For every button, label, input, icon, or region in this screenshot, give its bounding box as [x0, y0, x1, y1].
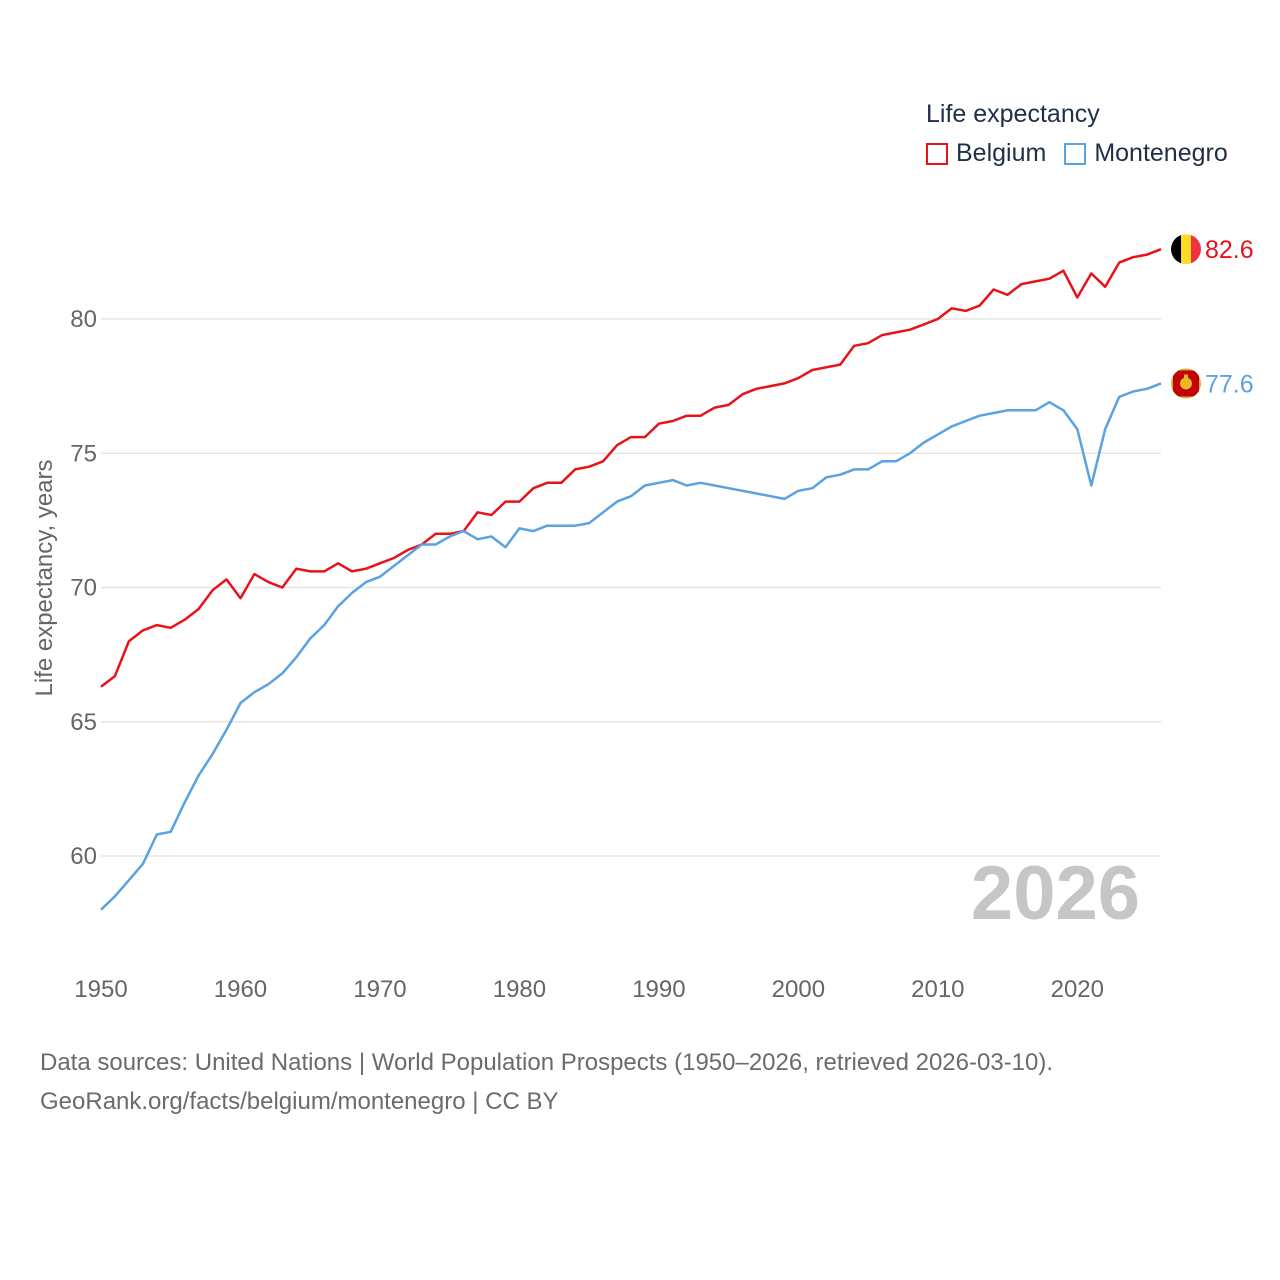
end-value-montenegro: 77.6 — [1205, 370, 1254, 398]
x-tick-label: 1990 — [632, 976, 685, 1003]
y-tick-label: 75 — [70, 440, 97, 467]
y-axis-label: Life expectancy, years — [31, 459, 58, 696]
legend-item-belgium[interactable]: Belgium — [926, 139, 1046, 168]
year-watermark: 2026 — [971, 851, 1140, 936]
y-tick-label: 65 — [70, 709, 97, 736]
legend-title: Life expectancy — [926, 100, 1100, 128]
sources-line-2[interactable]: GeoRank.org/facts/belgium/montenegro | C… — [40, 1088, 559, 1115]
y-tick-label: 80 — [70, 306, 97, 333]
legend-items: Belgium Montenegro — [926, 139, 1246, 168]
series-line-montenegro[interactable] — [100, 382, 1162, 911]
legend-swatch-belgium — [926, 142, 948, 165]
x-axis-ticks: 1950 1960 1970 1980 1990 2000 2010 2020 — [74, 976, 1104, 1003]
x-tick-label: 1980 — [493, 976, 546, 1003]
legend: Life expectancy Belgium Montenegro — [926, 100, 1246, 168]
grid-lines — [101, 318, 1161, 857]
x-tick-label: 1970 — [353, 976, 406, 1003]
end-value-belgium: 82.6 — [1205, 236, 1254, 264]
x-tick-label: 2020 — [1051, 976, 1104, 1003]
legend-label-montenegro: Montenegro — [1094, 139, 1228, 167]
series-line-belgium[interactable] — [100, 248, 1162, 688]
x-tick-label: 2010 — [911, 976, 964, 1003]
sources-line-1: Data sources: United Nations | World Pop… — [40, 1049, 1054, 1076]
y-tick-label: 60 — [70, 843, 97, 870]
x-tick-label: 1960 — [214, 976, 267, 1003]
x-tick-label: 1950 — [74, 976, 127, 1003]
legend-swatch-montenegro — [1064, 142, 1087, 165]
series-lines — [100, 248, 1162, 911]
data-sources: Data sources: United Nations | World Pop… — [40, 1043, 1053, 1121]
legend-label-belgium: Belgium — [956, 139, 1047, 167]
montenegro-flag-icon — [1171, 368, 1201, 399]
end-markers: 82.6 77.6 — [1171, 234, 1254, 399]
y-tick-label: 70 — [70, 575, 97, 602]
x-tick-label: 2000 — [772, 976, 825, 1003]
legend-item-montenegro[interactable]: Montenegro — [1064, 139, 1228, 168]
y-axis-ticks: 60 65 70 75 80 — [70, 306, 97, 870]
belgium-flag-icon — [1171, 234, 1201, 265]
